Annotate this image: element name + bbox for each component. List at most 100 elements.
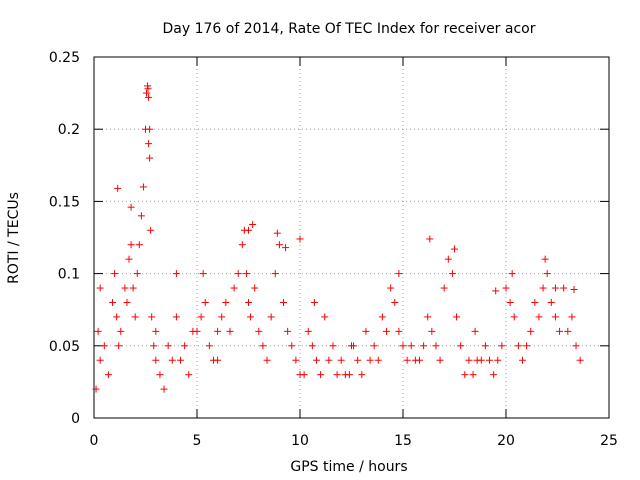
data-point — [137, 212, 145, 220]
data-point — [494, 356, 502, 364]
data-point — [451, 245, 458, 253]
data-point — [284, 327, 292, 335]
data-point — [127, 241, 135, 249]
data-point — [230, 284, 238, 292]
data-point — [440, 284, 448, 292]
data-point — [177, 356, 185, 364]
data-point — [457, 342, 465, 350]
data-point — [337, 356, 345, 364]
x-axis-label: GPS time / hours — [290, 459, 407, 475]
data-point — [387, 284, 395, 292]
data-point — [374, 356, 382, 364]
axis-ticks: 0 0.05 0.1 0.15 0.2 0.25 0 5 10 15 20 25 — [49, 50, 618, 449]
data-point — [564, 327, 572, 335]
data-point — [280, 298, 288, 306]
data-point — [502, 284, 510, 292]
data-point — [94, 327, 102, 335]
y-tick-label: 0.15 — [49, 194, 80, 210]
data-point — [329, 342, 337, 350]
data-point — [514, 342, 522, 350]
data-point — [492, 287, 500, 295]
data-point — [395, 270, 403, 278]
data-point — [168, 356, 176, 364]
chart-title: Day 176 of 2014, Rate Of TEC Index for r… — [163, 21, 536, 37]
data-point — [539, 284, 547, 292]
data-point — [348, 342, 355, 350]
y-tick-label: 0.2 — [58, 122, 80, 138]
data-point — [508, 270, 516, 278]
data-point — [469, 371, 477, 379]
data-point — [214, 327, 222, 335]
data-point — [92, 385, 100, 393]
data-point — [114, 184, 122, 192]
data-point — [201, 298, 209, 306]
data-point — [556, 327, 564, 335]
data-point — [193, 327, 201, 335]
data-point — [426, 235, 434, 243]
data-point — [109, 298, 117, 306]
data-point — [282, 244, 290, 252]
data-point — [111, 270, 119, 278]
data-point — [378, 313, 386, 321]
data-point — [317, 371, 325, 379]
data-point — [312, 356, 320, 364]
data-point — [127, 203, 135, 211]
data-point — [214, 356, 222, 364]
data-point — [568, 313, 576, 321]
data-point — [133, 270, 141, 278]
grid-lines — [94, 57, 609, 418]
data-point — [249, 221, 257, 229]
data-point — [395, 327, 403, 335]
data-point — [531, 298, 539, 306]
y-tick-label: 0.05 — [49, 339, 80, 355]
data-point — [543, 270, 551, 278]
data-point — [572, 342, 580, 350]
data-point — [129, 284, 137, 292]
y-tick-label: 0.1 — [58, 267, 80, 283]
data-point — [465, 356, 473, 364]
data-point — [383, 327, 391, 335]
data-point — [135, 241, 143, 249]
data-point — [218, 313, 226, 321]
data-point — [156, 371, 164, 379]
data-point — [181, 342, 189, 350]
data-point — [471, 327, 479, 335]
data-point — [432, 342, 440, 350]
data-point — [263, 356, 271, 364]
x-tick-label: 5 — [193, 433, 202, 449]
y-tick-label: 0 — [71, 411, 80, 427]
data-point — [551, 284, 559, 292]
data-point — [226, 327, 234, 335]
data-point — [131, 313, 139, 321]
data-point — [570, 285, 578, 293]
data-point — [535, 313, 543, 321]
data-point — [242, 270, 250, 278]
data-point — [481, 342, 489, 350]
data-point — [407, 342, 415, 350]
x-tick-label: 15 — [394, 433, 412, 449]
data-point — [415, 356, 423, 364]
data-point — [370, 342, 378, 350]
data-point — [486, 356, 494, 364]
data-point — [498, 342, 506, 350]
data-point — [146, 125, 154, 133]
data-point — [310, 298, 318, 306]
data-point — [222, 298, 230, 306]
data-point — [424, 313, 432, 321]
data-point — [172, 313, 180, 321]
data-point — [152, 327, 160, 335]
data-point — [104, 371, 112, 379]
data-point — [121, 284, 129, 292]
data-point — [304, 327, 312, 335]
data-point — [461, 371, 469, 379]
data-point — [117, 327, 125, 335]
data-point — [527, 327, 535, 335]
data-point — [172, 270, 180, 278]
data-point — [321, 313, 329, 321]
data-point — [145, 140, 153, 148]
data-point — [245, 298, 252, 306]
data-point — [300, 371, 308, 379]
x-tick-label: 25 — [600, 433, 618, 449]
data-point — [152, 356, 160, 364]
